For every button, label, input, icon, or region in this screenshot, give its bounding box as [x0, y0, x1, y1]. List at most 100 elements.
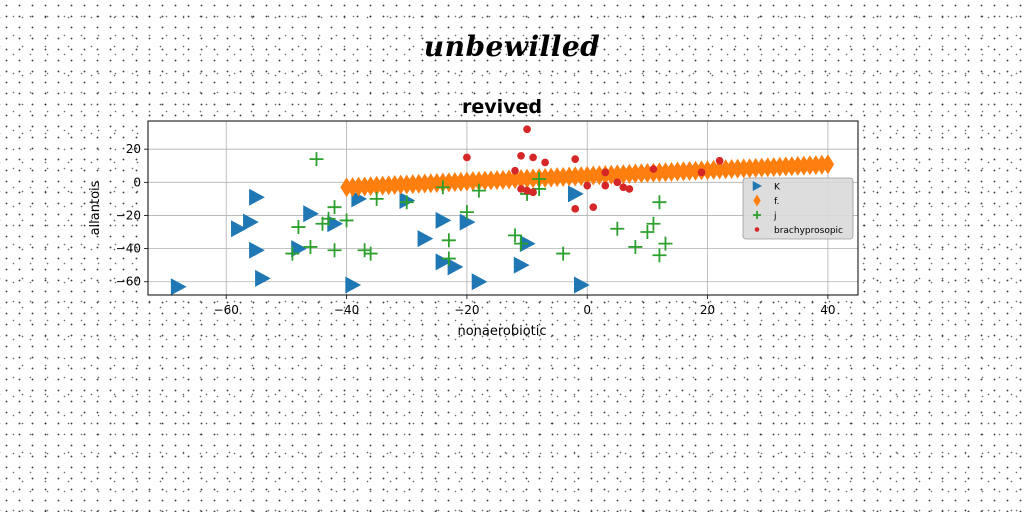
y-ticks: −60 −40 −20 0 20 [116, 142, 148, 289]
data-point [459, 205, 474, 220]
data-point [249, 188, 265, 206]
data-point [471, 273, 488, 291]
data-point [658, 236, 673, 251]
data-point [797, 155, 811, 176]
data-point [327, 243, 342, 258]
data-point [513, 256, 530, 274]
data-point [821, 154, 835, 175]
data-point [459, 213, 476, 231]
grid [148, 121, 858, 295]
data-point [619, 183, 628, 192]
data-point [725, 159, 738, 180]
data-point [749, 157, 762, 178]
y-axis-label: allantois [88, 180, 103, 235]
x-tick-label: 20 [700, 303, 715, 317]
data-point [303, 205, 319, 223]
data-point [571, 155, 580, 163]
x-tick-label: −20 [454, 303, 479, 317]
data-point [629, 163, 642, 184]
y-tick-label: 20 [126, 142, 141, 156]
data-point [587, 165, 600, 186]
data-point [640, 225, 655, 240]
data-point [463, 153, 471, 162]
data-point [357, 243, 372, 258]
y-tick-label: −60 [116, 275, 141, 289]
data-point [243, 213, 259, 231]
data-point [435, 211, 452, 229]
legend-box [742, 177, 854, 240]
data-point [573, 276, 590, 294]
data-point [255, 269, 271, 287]
y-tick-label: 0 [133, 175, 141, 189]
data-point [541, 158, 549, 167]
data-point [399, 195, 414, 210]
data-point [529, 188, 537, 197]
data-point [517, 185, 525, 193]
data-point [508, 228, 523, 243]
data-point [309, 152, 324, 167]
legend-marker [753, 194, 761, 207]
data-point [517, 151, 525, 160]
data-point [713, 159, 726, 180]
data-point [291, 220, 306, 235]
series-4 [463, 125, 724, 213]
data-point [785, 156, 799, 177]
data-point [610, 221, 625, 236]
legend-label: K [774, 183, 781, 193]
data-point [514, 169, 528, 189]
data-point [514, 236, 529, 251]
data-point [435, 253, 452, 271]
data-point [315, 216, 330, 231]
data-point [339, 213, 354, 228]
legend-label: j [773, 212, 777, 222]
data-point [511, 166, 519, 175]
data-point [369, 191, 384, 206]
data-point [628, 239, 643, 254]
data-point [523, 125, 531, 134]
data-point [625, 185, 634, 193]
data-point [601, 168, 610, 177]
data-point [471, 183, 486, 198]
data-point [556, 167, 570, 188]
data-point [601, 181, 610, 190]
data-point [231, 220, 247, 238]
x-axis-label: nonaerobiotic [457, 324, 546, 339]
data-point [715, 156, 724, 165]
data-point [707, 159, 720, 180]
data-point [502, 169, 516, 190]
data-point [665, 161, 678, 182]
data-point [671, 161, 684, 182]
data-point [529, 153, 537, 162]
x-tick-label: −60 [214, 303, 239, 317]
data-point [583, 181, 592, 190]
data-point [589, 203, 598, 212]
plot-area [148, 121, 858, 295]
data-point [363, 246, 378, 261]
x-tick-label: 40 [820, 303, 835, 317]
data-point [351, 190, 368, 208]
series-layer [170, 125, 835, 296]
legend-marker [754, 227, 760, 232]
legend: Kf. j brachyprosopic [742, 177, 854, 240]
legend-label: f. [774, 197, 779, 207]
y-tick-label: −20 [116, 208, 141, 222]
x-tick-label: 0 [583, 303, 591, 317]
data-point [571, 204, 580, 213]
series-2 [340, 154, 835, 198]
data-point [567, 185, 584, 203]
plot-frame [147, 120, 859, 296]
legend-marker [752, 181, 762, 191]
data-point [697, 168, 706, 177]
data-point [652, 248, 667, 263]
data-point [755, 157, 768, 178]
data-point [556, 246, 571, 261]
data-point [791, 155, 805, 176]
data-point [652, 195, 667, 210]
x-tick-label: −40 [334, 303, 359, 317]
data-point [646, 216, 661, 231]
data-point [649, 165, 658, 173]
data-point [613, 178, 622, 187]
data-point [327, 200, 342, 215]
figure-suptitle: unbewilled [423, 30, 601, 63]
